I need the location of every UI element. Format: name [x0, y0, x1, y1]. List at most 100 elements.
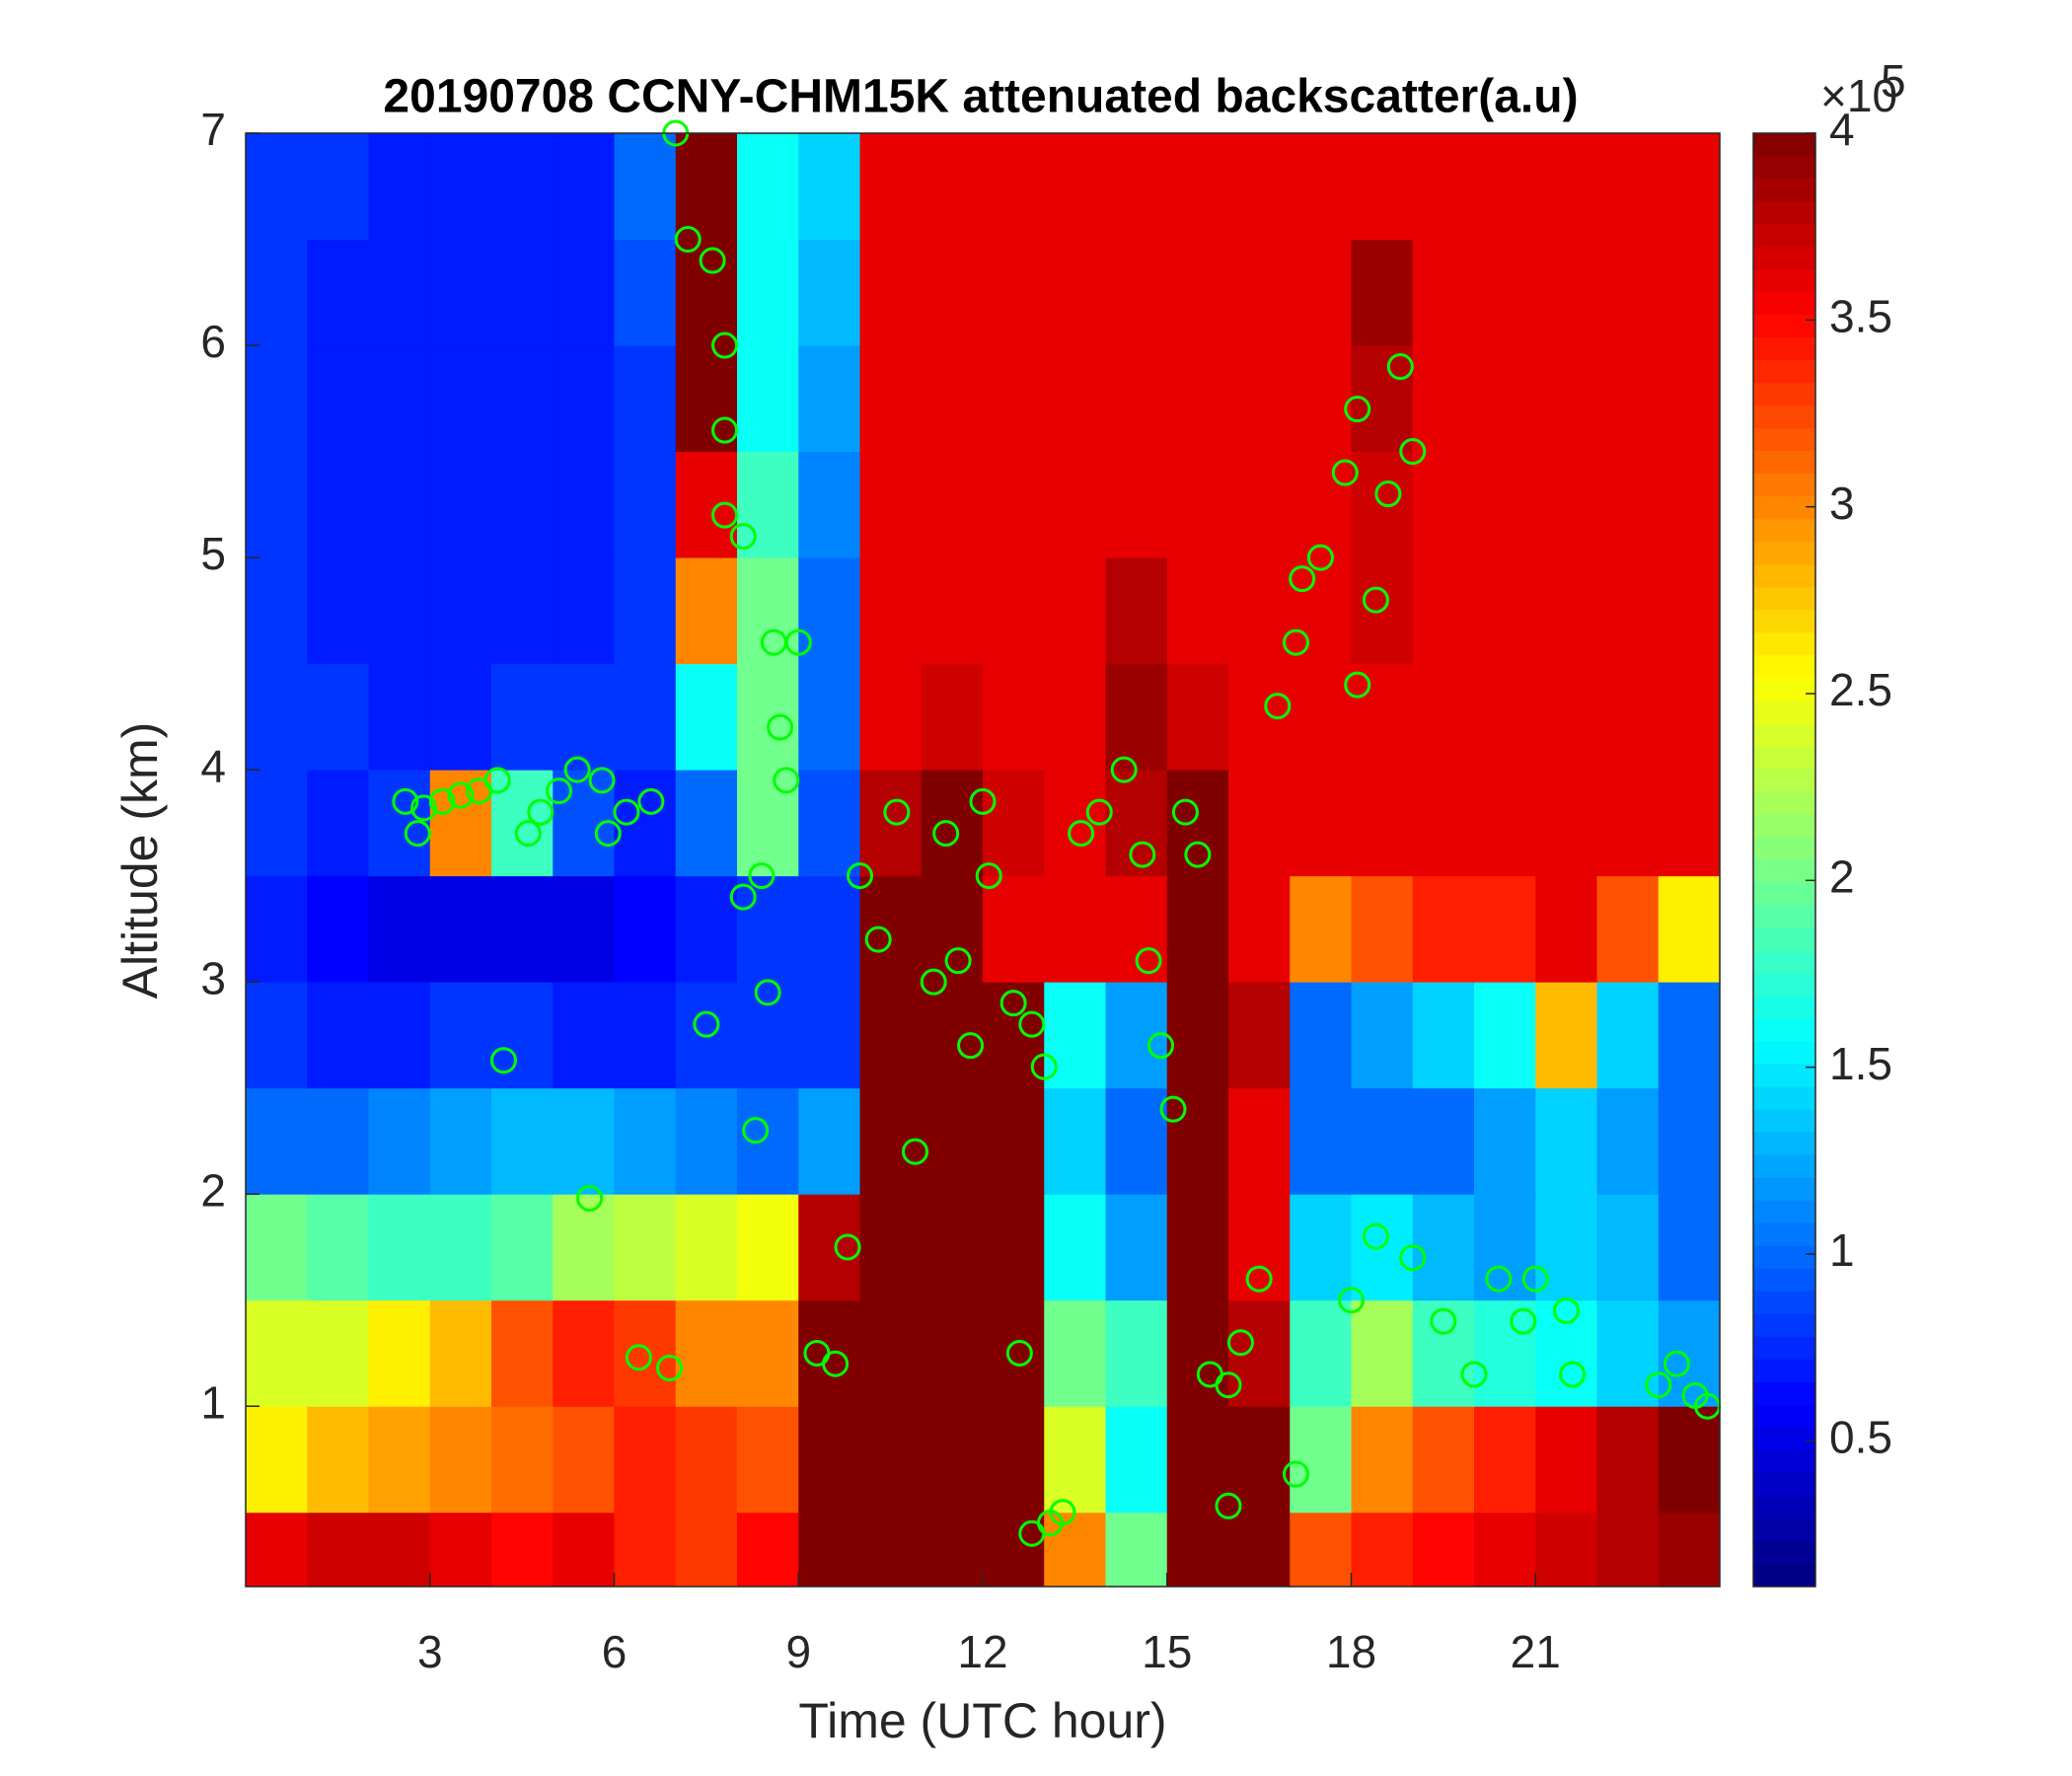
heatmap-cell: [1166, 1406, 1229, 1514]
heatmap-cell: [1658, 451, 1721, 558]
heatmap-cell: [921, 345, 984, 453]
heatmap-cell: [675, 345, 738, 453]
heatmap-cell: [1044, 1299, 1106, 1407]
detection-point: [656, 1355, 684, 1382]
heatmap-cell: [1166, 345, 1229, 453]
heatmap-cell: [1658, 1194, 1721, 1301]
heatmap-cell: [491, 133, 554, 241]
detection-point: [1068, 820, 1095, 848]
heatmap-cell: [246, 1087, 308, 1195]
heatmap-cell: [1290, 1512, 1352, 1588]
heatmap-cell: [1105, 770, 1168, 877]
heatmap-cell: [675, 875, 738, 983]
heatmap-cell: [983, 1194, 1045, 1301]
chart-title: 20190708 CCNY-CHM15K attenuated backscat…: [383, 71, 1578, 123]
colorbar-tick-label: 1: [1829, 1224, 1855, 1276]
heatmap-cell: [1658, 663, 1721, 771]
heatmap-cell: [1412, 1194, 1475, 1301]
heatmap-cell: [429, 1299, 492, 1407]
heatmap-cell: [737, 1512, 799, 1588]
heatmap-cell: [1166, 239, 1229, 346]
colorbar-swatch: [1753, 1336, 1815, 1361]
detection-point: [594, 820, 622, 848]
heatmap-cell: [1412, 875, 1475, 983]
colorbar-swatch: [1753, 542, 1815, 565]
detection-point: [1184, 841, 1212, 868]
heatmap-cell: [491, 1194, 554, 1301]
colorbar-tick-label: 2.5: [1829, 664, 1892, 715]
heatmap-cell: [1290, 133, 1352, 241]
heatmap-cell: [983, 557, 1045, 665]
colorbar-swatch: [1753, 201, 1815, 225]
heatmap-cell: [1290, 451, 1352, 558]
heatmap-cell: [1290, 1194, 1352, 1301]
heatmap-cell: [859, 982, 923, 1089]
heatmap-cell: [1044, 133, 1106, 241]
heatmap-cell: [798, 770, 860, 877]
colorbar: [1753, 133, 1815, 1588]
heatmap-cell: [1228, 982, 1291, 1089]
heatmap-cell: [1290, 345, 1352, 453]
heatmap-cell: [307, 663, 369, 771]
heatmap-cell: [921, 1299, 984, 1407]
heatmap-cell: [553, 239, 615, 346]
heatmap-cell: [307, 1087, 369, 1195]
y-tick-label: 4: [200, 740, 226, 791]
colorbar-swatch: [1753, 1018, 1815, 1043]
heatmap-cell: [675, 239, 738, 346]
colorbar-swatch: [1753, 428, 1815, 452]
heatmap-cell: [429, 133, 492, 241]
heatmap-cell: [307, 1406, 369, 1514]
detection-point: [864, 925, 892, 953]
detection-point: [1521, 1265, 1549, 1293]
heatmap-cell: [1412, 345, 1475, 453]
heatmap-cell: [921, 1194, 984, 1301]
heatmap-cell: [1474, 1087, 1536, 1195]
heatmap-cell: [1166, 1512, 1229, 1588]
heatmap-cell: [1044, 345, 1106, 453]
detection-point: [1510, 1307, 1537, 1335]
heatmap-cell: [1166, 1087, 1229, 1195]
heatmap-cell: [1596, 1406, 1660, 1514]
heatmap-cell: [246, 770, 308, 877]
colorbar-swatch: [1753, 1109, 1815, 1134]
heatmap-cell: [246, 982, 308, 1089]
heatmap-cell: [737, 770, 799, 877]
heatmap-cell: [368, 451, 431, 558]
heatmap-cell: [614, 1512, 677, 1588]
colorbar-swatch: [1753, 1359, 1815, 1383]
heatmap-cell: [1290, 239, 1352, 346]
heatmap-cell: [1412, 1299, 1475, 1407]
colorbar-swatch: [1753, 269, 1815, 293]
heatmap-cell: [614, 1406, 677, 1514]
heatmap-cell: [1596, 663, 1660, 771]
heatmap-cell: [429, 1512, 492, 1588]
detection-point: [1171, 798, 1199, 826]
detection-point: [563, 756, 591, 783]
heatmap-cell: [737, 875, 799, 983]
heatmap-cell: [737, 133, 799, 241]
heatmap-cell: [1412, 239, 1475, 346]
heatmap-cell: [553, 133, 615, 241]
colorbar-swatch: [1753, 1291, 1815, 1315]
heatmap-cell: [1166, 557, 1229, 665]
detection-point: [527, 798, 555, 826]
heatmap-cell: [1228, 875, 1291, 983]
heatmap-cell: [921, 239, 984, 346]
heatmap-cell: [553, 557, 615, 665]
heatmap-cell: [1535, 770, 1597, 877]
colorbar-swatch: [1753, 950, 1815, 975]
heatmap-cell: [368, 982, 431, 1089]
heatmap-cell: [246, 239, 308, 346]
detection-point: [847, 862, 873, 890]
heatmap-cell: [1474, 345, 1536, 453]
heatmap-cell: [675, 133, 738, 241]
x-tick-label: 15: [1142, 1626, 1192, 1677]
heatmap-cell: [1474, 133, 1536, 241]
detection-point: [514, 820, 542, 848]
heatmap-cell: [1105, 1299, 1168, 1407]
y-tick-label: 2: [200, 1164, 226, 1216]
heatmap-cell: [491, 451, 554, 558]
x-tick-label: 3: [417, 1626, 443, 1677]
colorbar-swatch: [1753, 1495, 1815, 1519]
